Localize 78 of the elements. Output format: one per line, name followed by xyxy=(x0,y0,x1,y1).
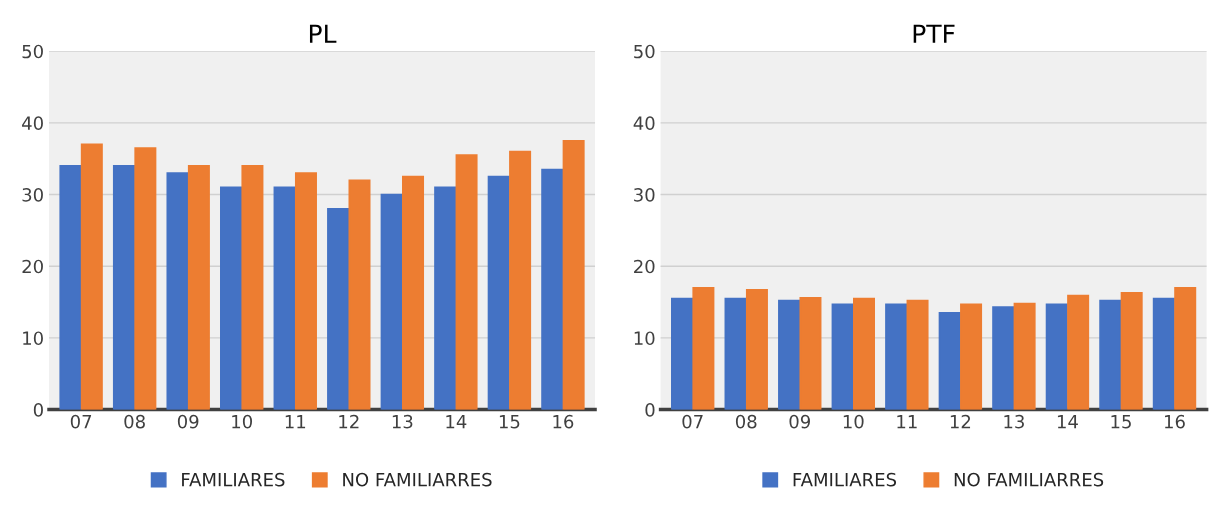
bar xyxy=(1045,303,1068,410)
x-tick-label: 08 xyxy=(735,414,757,429)
bar xyxy=(348,179,371,410)
x-tick-label: 09 xyxy=(177,414,199,429)
bar xyxy=(241,165,264,410)
x-tick-label: 11 xyxy=(897,415,917,429)
bar xyxy=(885,303,908,410)
x-tick-label: 10 xyxy=(232,414,253,429)
bar xyxy=(724,297,747,410)
y-tick-label: 20 xyxy=(634,259,655,274)
x-tick-label: 16 xyxy=(1165,414,1185,429)
x-tick-label: 13 xyxy=(1004,414,1024,429)
x-tick-label: 16 xyxy=(553,414,574,429)
x-tick-label: 14 xyxy=(1057,415,1078,429)
bar xyxy=(938,311,961,410)
y-tick-label: 50 xyxy=(22,44,43,59)
bar xyxy=(541,168,564,410)
bar xyxy=(799,296,822,410)
bar xyxy=(852,297,876,410)
chart-title: PL xyxy=(309,24,337,43)
x-tick-label: 07 xyxy=(70,414,92,429)
bar xyxy=(434,186,457,410)
bar xyxy=(80,143,103,410)
y-tick-label: 20 xyxy=(22,259,43,274)
y-tick-label: 0 xyxy=(33,403,43,417)
x-tick-label: 15 xyxy=(1111,415,1131,429)
bar xyxy=(509,150,532,410)
bar xyxy=(327,208,350,410)
bar xyxy=(670,297,693,410)
bar xyxy=(1067,294,1090,410)
x-tick-label: 15 xyxy=(499,415,520,429)
legend-label: NO FAMILIARRES xyxy=(343,472,492,487)
y-tick-label: 30 xyxy=(634,188,655,202)
x-tick-label: 12 xyxy=(339,414,359,429)
bar xyxy=(1099,299,1122,410)
bar xyxy=(187,165,210,410)
x-tick-label: 08 xyxy=(124,414,145,429)
bar xyxy=(992,306,1015,410)
x-tick-label: 11 xyxy=(285,415,306,429)
bar xyxy=(960,303,983,410)
bar xyxy=(59,165,82,410)
bar xyxy=(112,165,135,410)
bar xyxy=(745,289,768,410)
y-tick-label: 10 xyxy=(634,331,655,346)
bar xyxy=(402,175,425,410)
x-tick-label: 09 xyxy=(789,414,810,429)
x-tick-label: 10 xyxy=(843,414,864,429)
bar xyxy=(1120,291,1143,410)
bar xyxy=(273,186,296,410)
bar xyxy=(1013,302,1036,410)
bar xyxy=(778,299,801,410)
y-tick-label: 40 xyxy=(22,116,43,130)
y-tick-label: 0 xyxy=(645,403,655,417)
bar xyxy=(487,175,510,410)
legend-label: FAMILIARES xyxy=(182,472,285,487)
bar xyxy=(166,172,189,410)
x-tick-label: 12 xyxy=(950,414,971,429)
bar xyxy=(906,299,929,410)
legend-label: FAMILIARES xyxy=(793,472,897,487)
bar xyxy=(294,172,317,410)
bar xyxy=(134,147,157,410)
y-tick-label: 30 xyxy=(22,188,43,202)
y-tick-label: 50 xyxy=(634,44,655,59)
bar xyxy=(1152,297,1175,410)
x-tick-label: 07 xyxy=(682,414,703,429)
x-tick-label: 13 xyxy=(392,414,413,429)
y-tick-label: 40 xyxy=(633,116,655,130)
bar xyxy=(455,154,478,410)
chart-title: PTF xyxy=(913,24,955,43)
bar xyxy=(831,303,854,410)
x-tick-label: 14 xyxy=(446,415,467,429)
legend-label: NO FAMILIARRES xyxy=(954,472,1104,487)
bar xyxy=(380,193,403,410)
bar xyxy=(692,286,715,410)
bar xyxy=(1174,286,1197,410)
bar xyxy=(220,186,243,410)
y-tick-label: 10 xyxy=(23,331,43,346)
bar xyxy=(562,139,585,410)
